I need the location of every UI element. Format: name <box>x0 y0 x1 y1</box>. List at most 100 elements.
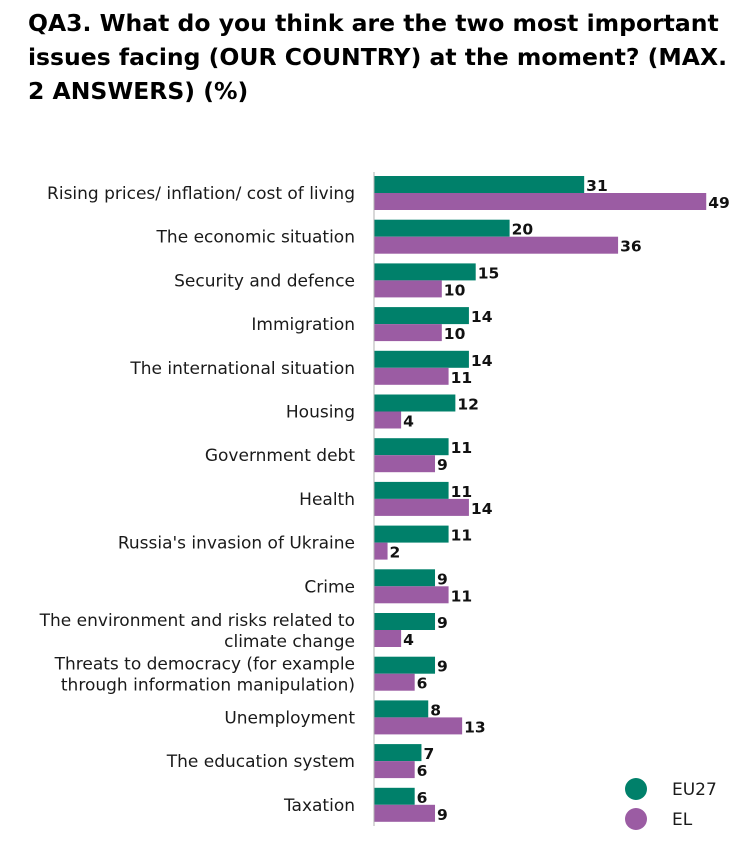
bar-eu27 <box>374 176 585 193</box>
category-label: Housing <box>286 403 355 423</box>
bar-el <box>374 280 442 298</box>
legend-marker-eu27 <box>625 778 647 800</box>
chart-title: QA3. What do you think are the two most … <box>28 9 728 105</box>
category-row: Security and defence 15 10 <box>174 263 499 299</box>
category-label: The environment and risks related to clim… <box>39 611 355 652</box>
category-label: Unemployment <box>224 708 355 728</box>
value-label-eu27: 9 <box>437 658 448 676</box>
category-row: The education system 76 <box>166 744 434 780</box>
value-label-el: 6 <box>417 762 428 780</box>
value-label-el: 36 <box>620 238 642 256</box>
value-label-eu27: 12 <box>457 396 479 414</box>
value-label-el: 11 <box>451 587 473 605</box>
bar-eu27 <box>374 787 415 805</box>
bar-eu27 <box>374 263 476 281</box>
category-row: Housing 12 4 <box>286 394 479 431</box>
bar-el <box>374 236 619 254</box>
bar-el <box>374 193 707 210</box>
bar-eu27 <box>374 219 510 237</box>
value-label-el: 14 <box>471 500 493 518</box>
category-row: Threats to democracy (for example through… <box>54 655 448 696</box>
value-label-eu27: 11 <box>451 439 473 457</box>
value-label-el: 11 <box>451 369 473 387</box>
bar-el <box>374 630 402 647</box>
category-label-line: climate change <box>224 632 355 652</box>
value-label-el: 6 <box>417 675 428 693</box>
bar-el <box>374 804 436 822</box>
value-label-el: 10 <box>444 281 466 299</box>
bar-eu27 <box>374 525 449 543</box>
bar-eu27 <box>374 569 436 587</box>
value-label-eu27: 15 <box>478 264 500 282</box>
category-label-line: through information manipulation) <box>61 676 355 696</box>
value-label-eu27: 14 <box>471 308 493 326</box>
bar-el <box>374 586 449 604</box>
category-label: Rising prices/ inflation/ cost of living <box>47 184 355 204</box>
category-label-line: The environment and risks related to <box>39 611 355 631</box>
category-label: Health <box>299 490 355 510</box>
value-label-el: 2 <box>390 544 401 562</box>
value-label-eu27: 6 <box>417 789 428 807</box>
category-row: Taxation 69 <box>283 787 448 824</box>
bar-el <box>374 324 442 342</box>
category-label: Security and defence <box>174 271 355 291</box>
category-label: Government debt <box>205 446 355 466</box>
value-label-el: 13 <box>464 718 486 736</box>
bar-eu27 <box>374 307 469 325</box>
value-label-eu27: 7 <box>423 745 434 763</box>
category-row: Russia's invasion of Ukraine 11 2 <box>118 525 473 562</box>
category-label: Russia's invasion of Ukraine <box>118 534 355 554</box>
value-label-el: 49 <box>708 194 730 212</box>
category-label: Threats to democracy (for example through… <box>54 655 355 696</box>
bar-eu27 <box>374 656 436 674</box>
bar-el <box>374 717 463 735</box>
value-label-el: 10 <box>444 325 466 343</box>
category-row: The environment and risks related to clim… <box>39 611 448 652</box>
value-label-eu27: 31 <box>586 177 608 195</box>
value-label-el: 4 <box>403 413 414 431</box>
bar-el <box>374 761 415 779</box>
value-label-eu27: 14 <box>471 352 493 370</box>
value-label-eu27: 9 <box>437 614 448 632</box>
category-row: Unemployment 8 13 <box>224 700 486 736</box>
bar-el <box>374 673 415 691</box>
category-label: Taxation <box>283 796 355 816</box>
legend: EU27 EL <box>625 778 717 830</box>
category-row: Government debt 119 <box>205 438 472 474</box>
value-label-el: 9 <box>437 806 448 824</box>
value-label-eu27: 11 <box>451 483 473 501</box>
bar-el <box>374 411 402 429</box>
value-label-eu27: 11 <box>451 527 473 545</box>
value-label-eu27: 8 <box>430 701 441 719</box>
category-row: Crime 911 <box>304 569 472 605</box>
bar-el <box>374 367 449 385</box>
category-label: The education system <box>166 752 355 772</box>
category-label: The economic situation <box>156 228 355 248</box>
bar-eu27 <box>374 700 429 718</box>
bar-eu27 <box>374 481 449 499</box>
bar-el <box>374 542 388 560</box>
category-label: The international situation <box>129 359 355 379</box>
bar-eu27 <box>374 438 449 456</box>
value-label-el: 9 <box>437 456 448 474</box>
category-row: The economic situation 20 36 <box>156 219 642 256</box>
chart-rows: Rising prices/ inflation/ cost of living… <box>39 176 730 824</box>
legend-label-el: EL <box>672 810 693 830</box>
bar-eu27 <box>374 613 436 630</box>
bar-el <box>374 455 436 473</box>
legend-label-eu27: EU27 <box>672 780 717 800</box>
legend-marker-el <box>625 808 647 830</box>
category-label: Crime <box>304 577 355 597</box>
category-row: Immigration 14 10 <box>251 307 493 343</box>
category-label-line: Threats to democracy (for example <box>54 655 355 675</box>
value-label-el: 4 <box>403 631 414 649</box>
value-label-eu27: 9 <box>437 570 448 588</box>
value-label-eu27: 20 <box>512 221 534 239</box>
bar-eu27 <box>374 394 456 412</box>
bar-eu27 <box>374 744 422 762</box>
bar-el <box>374 498 469 516</box>
category-label: Immigration <box>251 315 355 335</box>
